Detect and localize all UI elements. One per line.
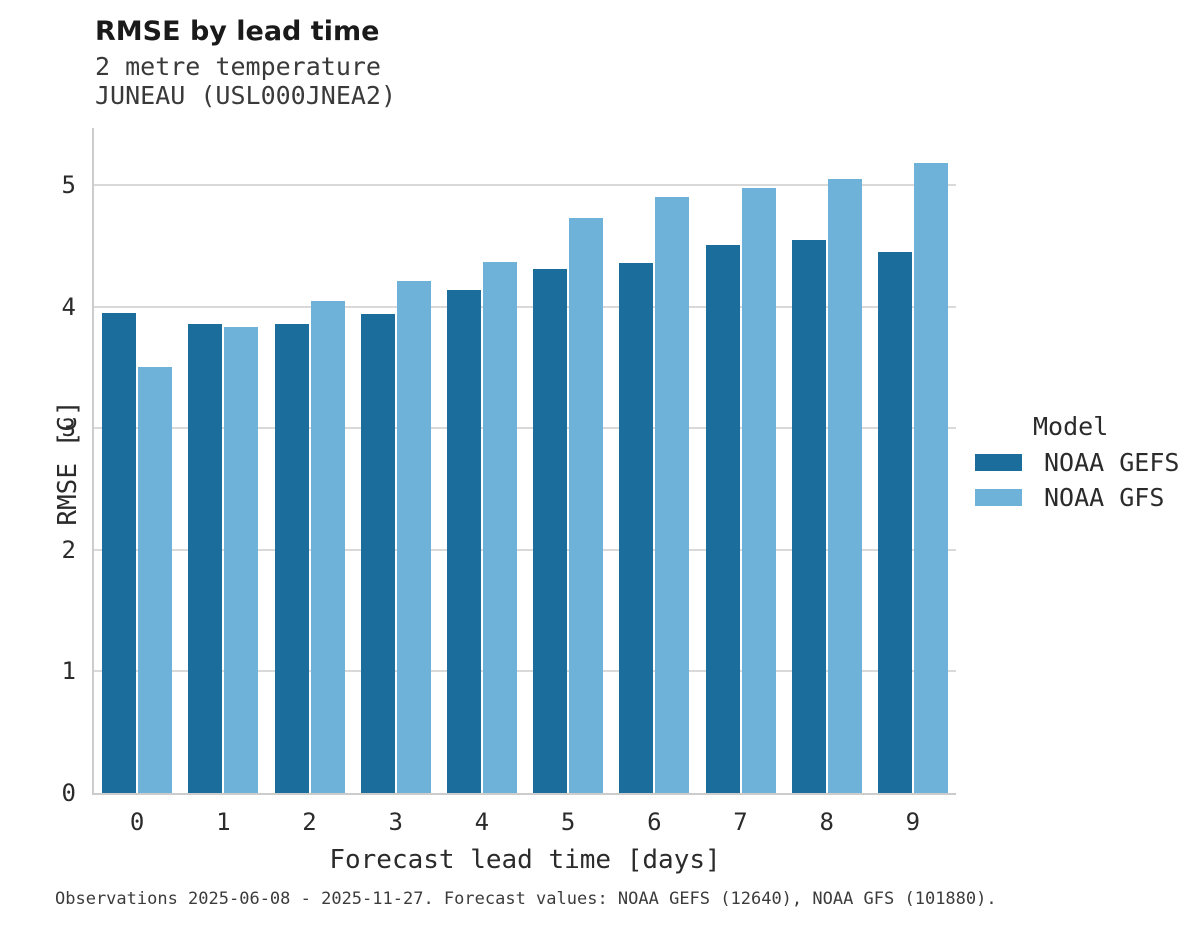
chart-title: RMSE by lead time [95,16,380,47]
y-axis-spine [92,128,94,793]
x-tick-label-6: 6 [647,808,662,836]
bar-noaa-gefs-lead-6 [619,263,653,793]
chart-subtitle-station: JUNEAU (USL000JNEA2) [95,81,397,110]
bar-noaa-gefs-lead-2 [275,324,309,793]
bar-noaa-gfs-lead-4 [483,262,517,793]
bar-noaa-gfs-lead-1 [224,327,258,793]
bar-noaa-gefs-lead-4 [447,290,481,793]
bar-noaa-gfs-lead-6 [655,197,689,793]
bar-noaa-gefs-lead-1 [188,324,222,793]
bar-noaa-gefs-lead-9 [878,252,912,793]
legend-entry-noaa-gefs: NOAA GEFS [975,448,1190,477]
gridline-y-4 [94,305,956,308]
y-tick-label-4: 4 [61,292,76,321]
x-tick-label-7: 7 [733,808,748,836]
bar-noaa-gfs-lead-9 [914,163,948,793]
x-tick-label-4: 4 [474,808,490,836]
chart-subtitle-variable: 2 metre temperature [95,52,381,81]
x-tick-label-1: 1 [216,808,231,836]
y-tick-label-3: 3 [61,414,76,443]
bar-noaa-gfs-lead-7 [742,188,776,793]
gridline-y-2 [94,548,956,551]
y-tick-label-1: 1 [61,657,76,686]
bar-noaa-gefs-lead-0 [102,313,136,793]
footer-caption: Observations 2025-06-08 - 2025-11-27. Fo… [55,889,997,909]
bar-noaa-gfs-lead-3 [397,281,431,793]
bar-noaa-gfs-lead-0 [138,367,172,793]
legend-entry-noaa-gfs: NOAA GFS [975,483,1190,512]
gridline-y-5 [94,184,956,187]
x-tick-label-8: 8 [819,808,834,836]
bar-noaa-gfs-lead-2 [311,301,345,793]
legend-title: Model [1033,412,1109,441]
legend-label: NOAA GEFS [1044,447,1180,477]
bar-noaa-gefs-lead-5 [533,269,567,793]
x-axis-spine [92,793,956,795]
bar-noaa-gefs-lead-8 [792,240,826,793]
x-tick-label-3: 3 [388,808,403,836]
gridline-y-3 [94,427,956,430]
legend-label: NOAA GFS [1044,482,1165,512]
gridline-y-1 [94,670,956,673]
plot-area [92,128,956,795]
bar-noaa-gefs-lead-3 [361,314,395,793]
y-tick-label-0: 0 [61,779,76,807]
bar-noaa-gefs-lead-7 [706,245,740,793]
x-tick-label-2: 2 [302,808,317,836]
bar-noaa-gfs-lead-8 [828,179,862,793]
y-tick-label-2: 2 [61,535,76,564]
legend-entries: NOAA GEFS NOAA GFS [975,448,1190,512]
x-tick-label-9: 9 [905,808,921,836]
y-tick-label-5: 5 [61,171,76,200]
x-tick-label-0: 0 [129,808,145,836]
legend-swatch-icon [975,488,1022,506]
x-axis-label: Forecast lead time [days] [329,845,721,875]
legend: Model NOAA GEFS NOAA GFS [975,412,1190,521]
legend-swatch-icon [975,453,1022,471]
x-tick-label-5: 5 [560,808,576,836]
y-axis-label: RMSE [C] [53,400,83,526]
bar-noaa-gfs-lead-5 [569,218,603,793]
